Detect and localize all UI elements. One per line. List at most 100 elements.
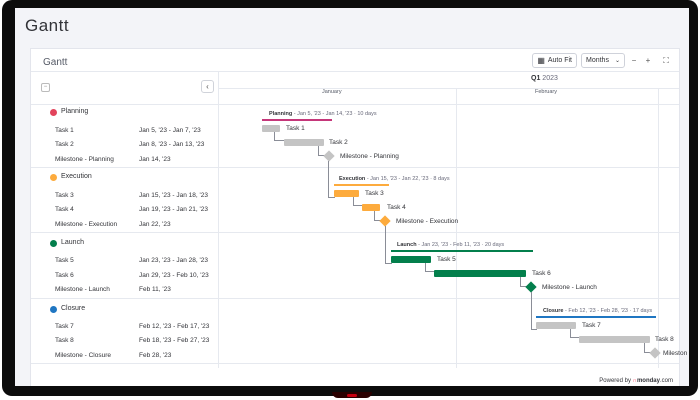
footer-prefix: Powered by: [599, 378, 631, 384]
auto-fit-label: Auto Fit: [547, 57, 572, 64]
dependency-arrow: [353, 197, 363, 206]
task-dates: Feb 12, '23 - Feb 17, '23: [139, 323, 210, 330]
milestone-marker[interactable]: [379, 215, 391, 227]
task-dates: Jan 5, '23 - Jan 7, '23: [139, 127, 201, 134]
task-name[interactable]: Task 8: [55, 337, 74, 344]
header-divider: [219, 88, 679, 89]
dependency-arrow: [374, 211, 381, 221]
bar-label: Task 4: [387, 204, 406, 211]
task-dates: Feb 18, '23 - Feb 27, '23: [139, 337, 210, 344]
bar-label: Milestone - Execution: [396, 218, 459, 225]
task-bar[interactable]: [391, 256, 431, 263]
task-name[interactable]: Task 1: [55, 127, 74, 134]
chevron-down-icon: ⌄: [614, 58, 620, 64]
group-name-execution[interactable]: Execution: [61, 173, 92, 180]
group-color-dot: [50, 240, 57, 247]
dependency-arrow: [274, 132, 284, 141]
task-name[interactable]: Task 7: [55, 323, 74, 330]
task-name[interactable]: Milestone - Execution: [55, 221, 118, 228]
chevron-left-icon[interactable]: ‹: [201, 80, 214, 93]
bar-label: Task 1: [286, 125, 305, 132]
dependency-arrow: [531, 292, 537, 330]
auto-fit-button[interactable]: ▦ Auto Fit: [532, 53, 577, 68]
quarter-label: Q1 2023: [531, 75, 558, 82]
bar-label: Mileston: [663, 350, 688, 357]
bar-label: Task 6: [532, 270, 551, 277]
task-bar[interactable]: [284, 139, 324, 146]
group-divider: [31, 232, 679, 233]
task-name[interactable]: Task 6: [55, 272, 74, 279]
zoom-out-button[interactable]: −: [631, 56, 637, 65]
dependency-arrow: [385, 226, 392, 264]
powered-by-footer[interactable]: Powered by ∩monday.com: [599, 378, 673, 384]
task-dates: Jan 29, '23 - Feb 10, '23: [139, 272, 209, 279]
group-name-closure[interactable]: Closure: [61, 305, 86, 312]
task-dates: Feb 11, '23: [139, 286, 171, 293]
gantt-widget: Gantt ▦ Auto Fit Months ⌄ − + ⛶ −: [30, 48, 687, 386]
task-dates: Jan 15, '23 - Jan 18, '23: [139, 192, 208, 199]
group-divider: [31, 298, 679, 299]
bar-label: Task 3: [365, 190, 384, 197]
task-bar[interactable]: [579, 336, 650, 343]
task-dates: Jan 14, '23: [139, 156, 171, 163]
group-name-launch[interactable]: Launch: [61, 239, 84, 246]
task-name[interactable]: Task 3: [55, 192, 74, 199]
task-dates: Feb 28, '23: [139, 352, 172, 359]
task-dates: Jan 22, '23: [139, 221, 171, 228]
task-dates: Jan 19, '23 - Jan 21, '23: [139, 206, 208, 213]
group-color-dot: [50, 174, 57, 181]
dependency-arrow: [644, 343, 651, 353]
month-label: February: [535, 89, 558, 95]
collapse-all-icon[interactable]: −: [41, 83, 50, 92]
group-summary-label: Closure - Feb 12, '23 - Feb 28, '23 · 17…: [543, 308, 653, 314]
task-name[interactable]: Milestone - Closure: [55, 352, 111, 359]
dependency-arrow: [328, 161, 335, 198]
group-color-dot: [50, 109, 57, 116]
month-divider: [456, 88, 457, 368]
milestone-marker[interactable]: [525, 281, 537, 293]
dependency-arrow: [425, 263, 435, 272]
task-list: − ‹ Planning Task 1 Jan 5, '23 - Jan 7, …: [31, 72, 219, 368]
fullscreen-icon[interactable]: ⛶: [663, 55, 669, 65]
month-label: January: [322, 89, 342, 95]
app-screen: Gantt Gantt ▦ Auto Fit Months ⌄ − + ⛶: [15, 8, 689, 386]
task-name[interactable]: Task 5: [55, 257, 74, 264]
widget-title: Gantt: [43, 57, 68, 68]
gantt-grid: − ‹ Planning Task 1 Jan 5, '23 - Jan 7, …: [31, 71, 687, 368]
dependency-arrow: [318, 146, 325, 156]
group-summary-line: [334, 184, 389, 186]
milestone-marker[interactable]: [323, 150, 335, 162]
task-bar[interactable]: [536, 322, 576, 329]
footer-suffix: .com: [659, 378, 673, 384]
task-name[interactable]: Task 2: [55, 141, 74, 148]
task-list-header: − ‹: [31, 72, 218, 105]
group-name-planning[interactable]: Planning: [61, 108, 89, 115]
task-bar[interactable]: [334, 190, 359, 197]
timeline-header: Q1 2023 January February: [219, 72, 679, 105]
task-name[interactable]: Milestone - Launch: [55, 286, 110, 293]
task-bar[interactable]: [262, 125, 280, 132]
power-led: [347, 394, 357, 397]
task-bar[interactable]: [434, 270, 526, 277]
bar-label: Milestone - Launch: [542, 284, 597, 291]
bar-label: Task 5: [437, 256, 456, 263]
footer-brand: monday: [636, 378, 660, 384]
bar-label: Task 8: [655, 336, 674, 343]
monday-logo-icon: ∩: [632, 378, 637, 384]
task-name[interactable]: Task 4: [55, 206, 74, 213]
group-divider: [31, 363, 679, 364]
zoom-select[interactable]: Months ⌄: [581, 53, 625, 68]
task-name[interactable]: Milestone - Planning: [55, 156, 114, 163]
group-color-dot: [50, 306, 57, 313]
dependency-arrow: [520, 277, 527, 287]
task-bar[interactable]: [362, 204, 380, 211]
task-dates: Jan 8, '23 - Jan 13, '23: [139, 141, 205, 148]
group-divider: [31, 167, 679, 168]
gantt-toolbar: ▦ Auto Fit Months ⌄ − + ⛶: [532, 53, 671, 68]
bar-label: Task 7: [582, 322, 601, 329]
zoom-in-button[interactable]: +: [645, 56, 651, 65]
zoom-value: Months: [586, 57, 609, 64]
dependency-arrow: [570, 329, 580, 338]
bar-label: Milestone - Planning: [340, 153, 399, 160]
group-summary-line: [391, 250, 533, 252]
